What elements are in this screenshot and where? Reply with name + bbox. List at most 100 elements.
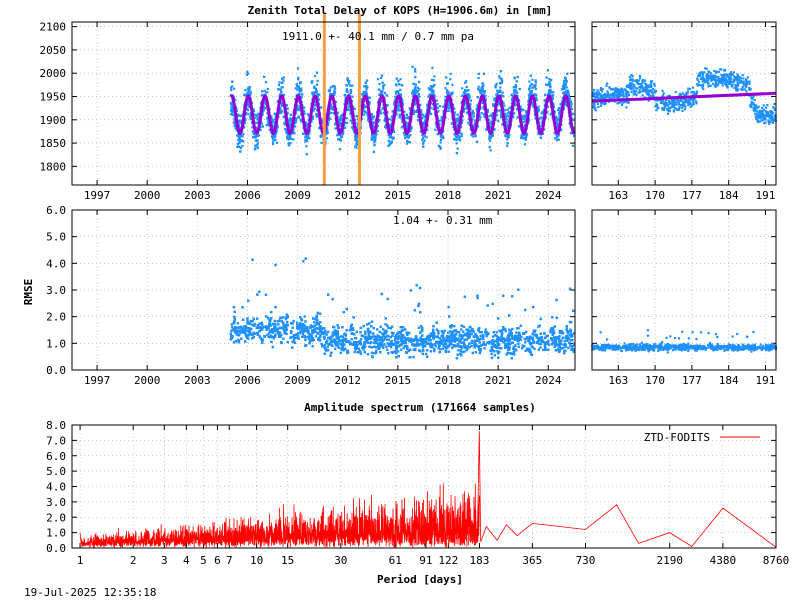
ztd-point: [256, 139, 259, 142]
ztd-point: [427, 87, 431, 90]
ztd-point: [468, 123, 471, 127]
ztd-point: [311, 117, 314, 120]
ztd-point: [286, 135, 289, 139]
ztd-point: [454, 135, 458, 138]
ztd-point: [327, 89, 331, 92]
ztd-point: [304, 123, 308, 126]
ztd-point: [376, 124, 380, 127]
ztd-point: [521, 135, 524, 138]
ztd-point: [254, 139, 258, 142]
ztd-point: [287, 138, 291, 141]
ztd-point: [548, 81, 551, 84]
ztd-point: [493, 99, 496, 102]
ztd-y-tick-label: 1950: [40, 91, 67, 104]
ztd-point: [491, 103, 495, 106]
ztd-point: [473, 119, 476, 122]
ztd-y-tick-label: 1900: [40, 114, 67, 127]
ztd-point: [362, 109, 366, 113]
ztd-point: [557, 124, 560, 128]
ztd-point: [481, 101, 485, 104]
ztd-point: [333, 85, 336, 88]
ztd-point: [337, 132, 340, 136]
ztd-point: [366, 115, 370, 118]
ztd-point: [477, 76, 480, 80]
ztd-point: [231, 111, 234, 114]
ztd-point: [568, 97, 572, 100]
ztd-point: [556, 117, 559, 120]
ztd-point: [543, 103, 546, 106]
ztd-point: [238, 126, 241, 130]
ztd-point: [456, 147, 459, 150]
ztd-point: [233, 118, 236, 121]
ztd-point: [401, 98, 404, 102]
ztd-point: [257, 112, 260, 116]
ztd-point: [380, 90, 383, 93]
ztd-point: [330, 111, 333, 114]
ztd-point: [555, 119, 559, 122]
ztd-point: [317, 98, 321, 101]
ztd-point: [476, 125, 480, 128]
ztd-point: [442, 109, 445, 113]
ztd-point: [421, 138, 424, 141]
ztd-point: [329, 105, 332, 108]
ztd-point: [272, 135, 275, 138]
ztd-point: [383, 83, 386, 87]
ztd-point: [550, 113, 553, 116]
ztd-point: [393, 99, 397, 103]
ztd-point: [424, 117, 427, 120]
ztd-point: [394, 92, 398, 95]
ztd-point: [398, 114, 401, 117]
ztd-point: [466, 111, 469, 114]
ztd-point: [414, 102, 417, 105]
ztd-point: [348, 80, 351, 83]
ztd-point: [251, 126, 254, 129]
ztd-point: [256, 146, 259, 149]
ztd-point: [363, 92, 366, 95]
ztd-point: [376, 101, 380, 104]
ztd-point: [528, 88, 531, 91]
ztd-point: [522, 121, 525, 124]
ztd-point: [429, 85, 432, 88]
ztd-point: [498, 75, 501, 78]
ztd-point: [253, 116, 257, 119]
ztd-point: [548, 82, 552, 86]
ztd-point: [472, 124, 475, 128]
ztd-point: [398, 103, 401, 106]
ztd-point: [364, 90, 368, 94]
ztd-point: [497, 100, 500, 104]
ztd-point: [414, 86, 417, 89]
ztd-point: [480, 92, 483, 95]
ztd-point: [538, 117, 541, 120]
ztd-point: [555, 133, 558, 137]
ztd-point: [422, 136, 425, 139]
ztd-point: [501, 79, 504, 83]
ztd-point: [477, 85, 480, 88]
ztd-point: [482, 113, 486, 116]
ztd-point: [235, 107, 238, 111]
ztd-point: [327, 118, 330, 121]
ztd-point: [494, 84, 497, 87]
ztd-point: [316, 109, 319, 112]
ztd-point: [329, 117, 332, 120]
ztd-point: [506, 108, 509, 111]
ztd-point: [444, 87, 447, 90]
ztd-point: [475, 108, 478, 111]
ztd-point: [415, 91, 418, 94]
ztd-point: [263, 75, 266, 78]
ztd-point: [266, 118, 269, 121]
ztd-point: [564, 101, 567, 104]
ztd-point: [254, 135, 257, 138]
ztd-point: [241, 135, 244, 138]
ztd-point: [397, 92, 400, 95]
ztd-point: [361, 93, 364, 96]
ztd-point: [249, 115, 252, 118]
ztd-point: [415, 110, 419, 114]
ztd-point: [447, 109, 450, 113]
ztd-point: [382, 85, 385, 88]
ztd-point: [531, 86, 534, 90]
ztd-point: [339, 124, 343, 128]
ztd-point: [394, 91, 398, 94]
ztd-point: [439, 147, 442, 150]
ztd-point: [279, 88, 282, 91]
ztd-point: [349, 84, 352, 87]
